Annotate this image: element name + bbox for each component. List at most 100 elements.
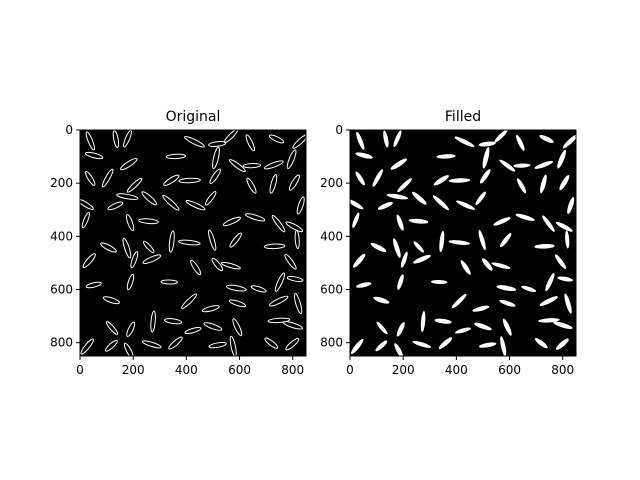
grain — [383, 130, 389, 148]
y-tick-label: 600 — [320, 283, 343, 297]
grain — [555, 221, 573, 232]
panel-title: Original — [166, 109, 221, 125]
grain — [250, 285, 267, 293]
y-tick-label: 800 — [50, 336, 73, 350]
grain — [168, 230, 175, 253]
grain — [162, 194, 180, 211]
x-tick-label: 0 — [76, 363, 84, 377]
grain — [264, 337, 279, 349]
grain — [482, 147, 490, 169]
grain — [228, 159, 246, 173]
y-tick-label: 200 — [320, 176, 343, 190]
grain — [434, 318, 452, 324]
grain — [390, 158, 408, 170]
grain — [101, 168, 114, 188]
x-tick-label: 800 — [551, 363, 574, 377]
grain — [553, 321, 573, 330]
grain-layer — [80, 130, 306, 356]
grain — [353, 253, 366, 268]
axes-frame — [79, 129, 307, 357]
grain — [475, 191, 486, 206]
grain — [203, 322, 223, 331]
grain — [555, 338, 569, 350]
grain — [84, 170, 96, 186]
grain — [141, 191, 158, 206]
grain — [120, 157, 138, 171]
grain — [479, 342, 497, 348]
grain — [456, 200, 476, 210]
grain — [232, 318, 243, 337]
grain — [164, 318, 183, 325]
grain — [557, 276, 573, 282]
grain — [222, 216, 241, 227]
grain — [150, 310, 156, 333]
grain — [208, 341, 227, 349]
grain — [285, 221, 304, 233]
grain — [229, 335, 237, 356]
grain — [396, 322, 405, 337]
grain — [142, 240, 155, 254]
grain — [80, 198, 94, 210]
grain — [499, 233, 512, 248]
grain — [567, 197, 575, 214]
grain — [201, 305, 220, 313]
x-tick-label: 0 — [346, 363, 354, 377]
grain — [84, 151, 104, 160]
grain — [438, 337, 453, 350]
x-tick-label: 600 — [228, 363, 251, 377]
grain — [267, 317, 291, 324]
y-tick-label: 400 — [50, 229, 73, 243]
grain — [372, 169, 383, 187]
grain — [268, 134, 285, 144]
grain — [500, 336, 507, 356]
grain — [393, 238, 401, 258]
y-tick-label: 600 — [50, 283, 73, 297]
grain — [142, 340, 162, 349]
grain — [245, 134, 256, 152]
grain — [126, 273, 135, 291]
grain — [288, 174, 300, 191]
grain — [142, 254, 162, 265]
grain — [178, 177, 201, 184]
grain — [130, 251, 139, 269]
grain — [554, 254, 567, 270]
grain — [397, 178, 412, 193]
grain — [393, 130, 402, 148]
grain — [482, 258, 493, 271]
grain — [181, 293, 198, 309]
grain — [104, 339, 118, 352]
grain — [474, 322, 492, 331]
x-tick-label: 800 — [281, 363, 304, 377]
grain — [559, 174, 570, 191]
grain — [493, 217, 511, 226]
grain — [126, 177, 143, 193]
grain — [271, 214, 286, 233]
grain — [433, 175, 449, 186]
grain — [165, 153, 187, 160]
grain — [293, 293, 303, 315]
grain — [491, 262, 511, 269]
grain — [355, 152, 373, 159]
grain — [286, 149, 297, 170]
x-tick-label: 200 — [122, 363, 145, 377]
grain — [126, 214, 135, 232]
grain — [534, 243, 555, 249]
grain — [432, 195, 449, 211]
grain — [516, 178, 527, 194]
y-tick-label: 200 — [50, 176, 73, 190]
y-tick-label: 0 — [65, 123, 73, 137]
grain-layer — [350, 130, 576, 356]
grain — [400, 251, 408, 268]
grain — [394, 343, 404, 356]
grain — [245, 213, 266, 222]
grain — [557, 149, 566, 169]
grain — [454, 136, 475, 148]
grain — [211, 257, 224, 272]
grain — [269, 295, 289, 307]
grain — [431, 279, 448, 285]
grain — [356, 131, 365, 150]
panel-title: Filled — [445, 109, 481, 125]
